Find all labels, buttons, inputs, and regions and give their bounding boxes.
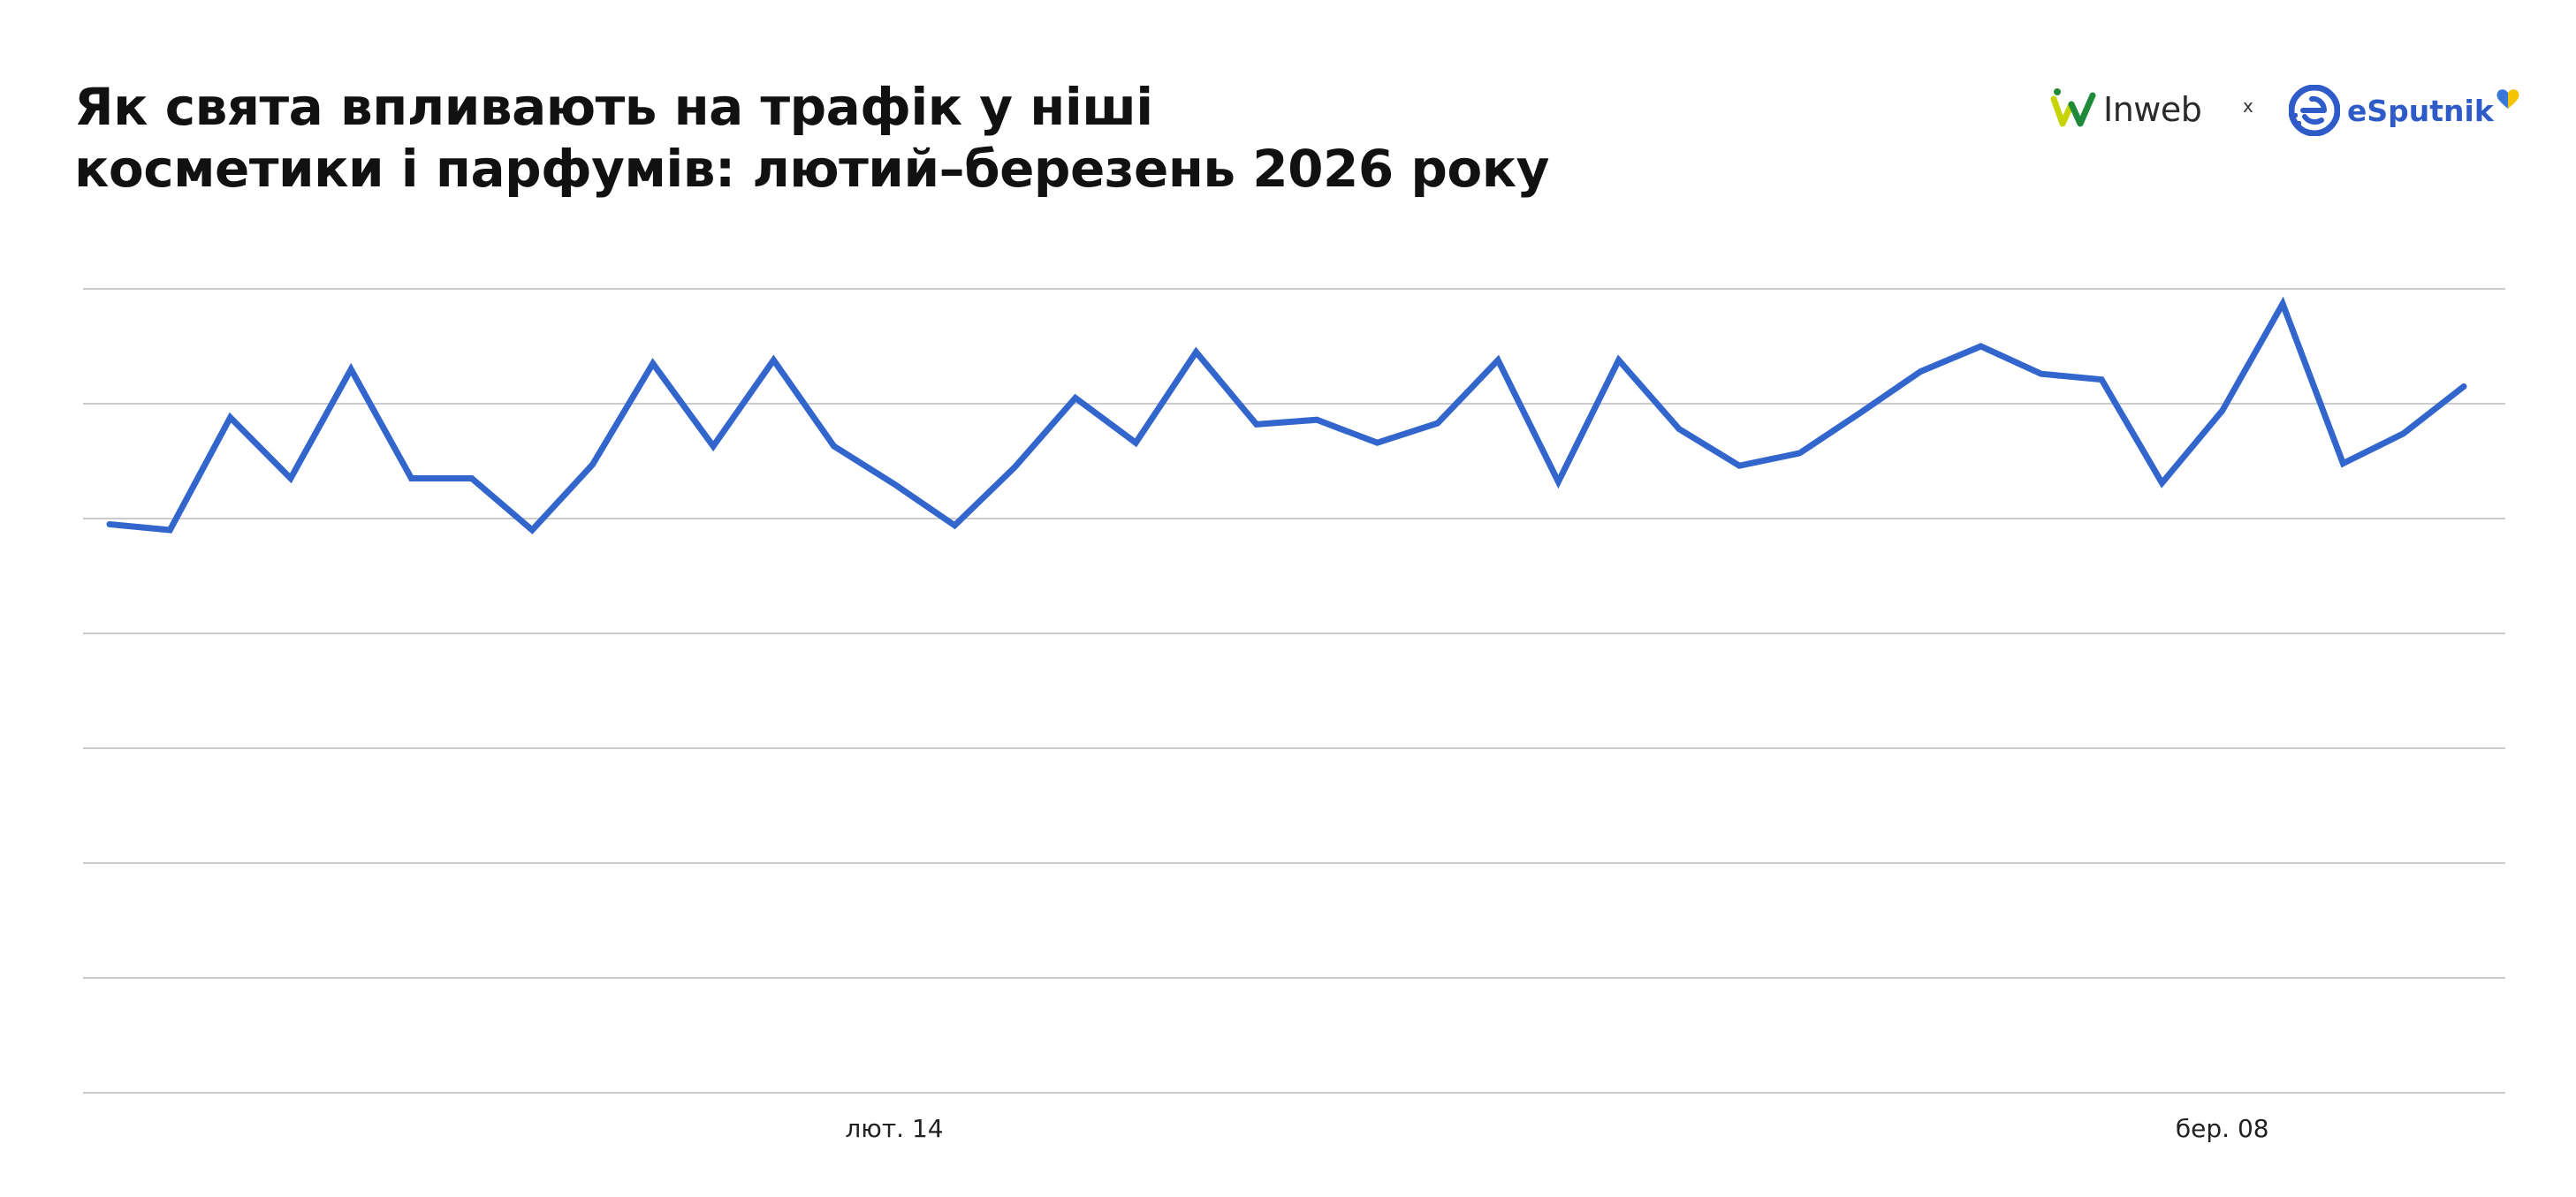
data-point [1496,358,1501,362]
data-point [2160,481,2164,485]
data-point [771,358,776,362]
data-point [1737,464,1742,468]
data-point [1979,345,1983,348]
data-point [953,523,957,527]
esputnik-logo: eSputnik [2289,81,2520,140]
data-point [590,462,595,466]
data-point [1858,411,1862,415]
inweb-logo-text: Inweb [2103,90,2202,129]
esputnik-logo-icon [2289,85,2340,136]
chart-series [106,296,2467,534]
chart-title: Як свята впливають на трафік у ніші косм… [74,76,1549,200]
data-point [1616,358,1621,362]
data-point [1194,350,1198,354]
data-point [2039,372,2043,376]
data-point [2100,377,2104,382]
data-point [832,444,836,449]
data-point [711,444,716,449]
data-point [2341,461,2345,466]
chart-title-line-2: косметики і парфумів: лютий–березень 202… [74,139,1549,199]
data-point [168,528,172,532]
data-point [893,482,896,486]
data-point [2462,384,2466,389]
data-point [1919,369,1923,374]
data-point [469,476,474,481]
esputnik-logo-text: eSputnik [2347,93,2494,128]
chart-gridlines [83,288,2505,1094]
x-tick-label: бер. 08 [2176,1114,2269,1143]
data-point [1013,465,1017,469]
data-point [1797,451,1802,455]
data-point [1134,441,1138,445]
inweb-logo: Inweb [2050,85,2202,134]
data-point [1315,418,1319,422]
data-point [1375,441,1379,445]
data-point [2220,408,2224,413]
data-point [108,522,111,527]
data-point [650,361,655,366]
heart-icon [2496,89,2519,109]
data-point [288,476,293,481]
x-axis-ticks: лют. 14 бер. 08 [845,1114,2268,1143]
data-point [2401,431,2405,436]
partner-logos: Inweb x eSputnik [2050,81,2519,140]
data-point [1435,421,1440,426]
data-point [530,528,535,532]
data-point [1254,422,1258,427]
series-line [106,296,2467,534]
data-point [228,415,232,420]
chart-title-line-1: Як свята впливають на трафік у ніші [74,77,1153,137]
inweb-logo-icon [2050,88,2096,127]
data-point [409,476,414,481]
data-point [2281,301,2285,306]
data-point [1073,396,1077,400]
data-point [349,367,353,371]
x-tick-label: лют. 14 [845,1114,943,1143]
data-point [1556,480,1561,484]
logo-separator: x [2243,95,2253,117]
data-point [1677,427,1681,431]
